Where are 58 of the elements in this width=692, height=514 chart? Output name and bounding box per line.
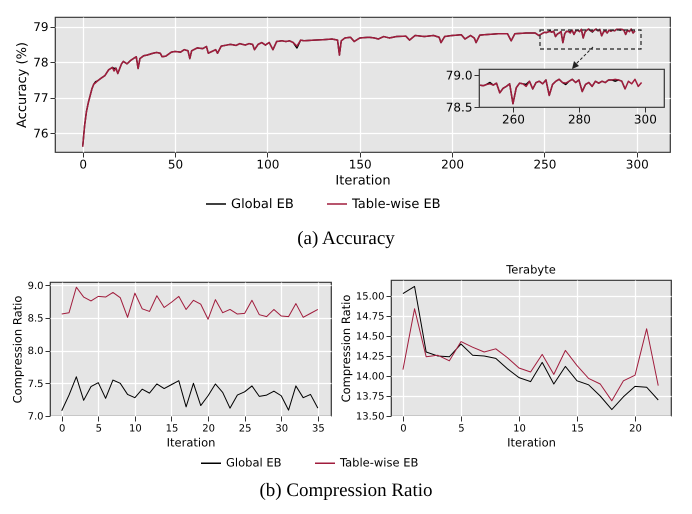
y-tick-label: 8.5 (28, 313, 44, 324)
x-tick-label: 200 (441, 158, 464, 172)
y-tick-label: 79 (33, 20, 48, 34)
y-tick-label: 78.5 (446, 100, 472, 114)
x-tick-label: 280 (568, 112, 591, 126)
x-tick-label: 300 (626, 158, 649, 172)
y-tick-label: 14.75 (356, 312, 384, 322)
x-axis-title: Iteration (507, 436, 556, 450)
x-tick-label: 300 (634, 112, 657, 126)
x-tick-label: 150 (348, 158, 372, 172)
legend-label: Global EB (226, 455, 282, 470)
legend-label: Table-wise EB (339, 455, 418, 470)
y-tick-label: 7.0 (28, 412, 44, 422)
y-tick-label: 78 (33, 56, 48, 70)
x-tick-label: 10 (513, 424, 526, 434)
legend-label: Table-wise EB (351, 197, 441, 212)
y-axis-title: Accuracy (%) (15, 42, 30, 128)
x-tick-label: 15 (166, 424, 178, 434)
x-tick-label: 5 (96, 424, 102, 434)
x-tick-label: 10 (129, 424, 142, 434)
x-tick-label: 50 (168, 158, 184, 172)
x-tick-label: 20 (202, 424, 215, 434)
x-tick-label: 15 (571, 424, 584, 434)
x-tick-label: 260 (502, 112, 525, 126)
y-axis-title: Compression Ratio (338, 294, 353, 402)
y-tick-label: 13.50 (356, 412, 384, 422)
line-series (61, 376, 318, 412)
x-tick-label: 250 (533, 158, 556, 172)
x-tick-label: 5 (458, 424, 465, 434)
y-tick-label: 14.00 (356, 372, 384, 382)
line-series (61, 286, 318, 320)
y-tick-label: 14.50 (356, 332, 384, 342)
text: (b) Compression Ratio (258, 480, 434, 502)
legend-label: Global EB (231, 197, 294, 212)
x-tick-label: 0 (59, 424, 66, 434)
x-tick-label: 30 (275, 424, 288, 434)
x-tick-label: 25 (238, 424, 252, 434)
x-tick-label: 100 (256, 158, 280, 172)
y-tick-label: 8.0 (28, 346, 44, 358)
x-tick-label: 0 (79, 158, 88, 172)
y-tick-label: 9.0 (28, 280, 44, 292)
x-axis-title: Iteration (335, 174, 391, 188)
line-series (402, 308, 659, 402)
x-axis-title: Iteration (166, 436, 216, 450)
y-tick-label: 13.75 (356, 392, 384, 402)
y-axis-title: Compression Ratio (10, 296, 25, 404)
x-tick-label: 35 (312, 424, 325, 434)
chart-title: Terabyte (505, 262, 556, 276)
y-tick-label: 79.0 (446, 68, 472, 82)
x-tick-label: 0 (400, 424, 407, 434)
text: (a) Accuracy (296, 228, 396, 250)
y-tick-label: 76 (33, 126, 48, 141)
y-tick-label: 14.25 (356, 352, 384, 362)
y-tick-label: 15.00 (356, 292, 384, 302)
y-tick-label: 77 (33, 91, 48, 106)
line-series (402, 286, 659, 410)
y-tick-label: 7.5 (28, 378, 44, 390)
x-tick-label: 20 (629, 424, 642, 434)
